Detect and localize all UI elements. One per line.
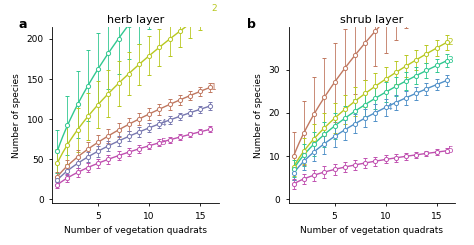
Text: 2: 2 bbox=[447, 38, 453, 47]
Text: 5: 5 bbox=[160, 138, 166, 147]
Text: 4: 4 bbox=[387, 103, 392, 112]
Text: a: a bbox=[19, 18, 27, 31]
Text: 3: 3 bbox=[447, 56, 453, 65]
Text: 5: 5 bbox=[447, 146, 453, 155]
Text: 4: 4 bbox=[160, 119, 166, 128]
Y-axis label: Number of species: Number of species bbox=[12, 73, 21, 158]
Text: 2: 2 bbox=[211, 4, 217, 13]
Text: b: b bbox=[247, 18, 256, 31]
Y-axis label: Number of species: Number of species bbox=[254, 73, 263, 158]
Text: 1: 1 bbox=[211, 83, 217, 92]
Title: shrub layer: shrub layer bbox=[340, 15, 403, 25]
X-axis label: Number of vegetation quadrats: Number of vegetation quadrats bbox=[64, 226, 207, 235]
Title: herb layer: herb layer bbox=[107, 15, 164, 25]
X-axis label: Number of vegetation quadrats: Number of vegetation quadrats bbox=[301, 226, 443, 235]
